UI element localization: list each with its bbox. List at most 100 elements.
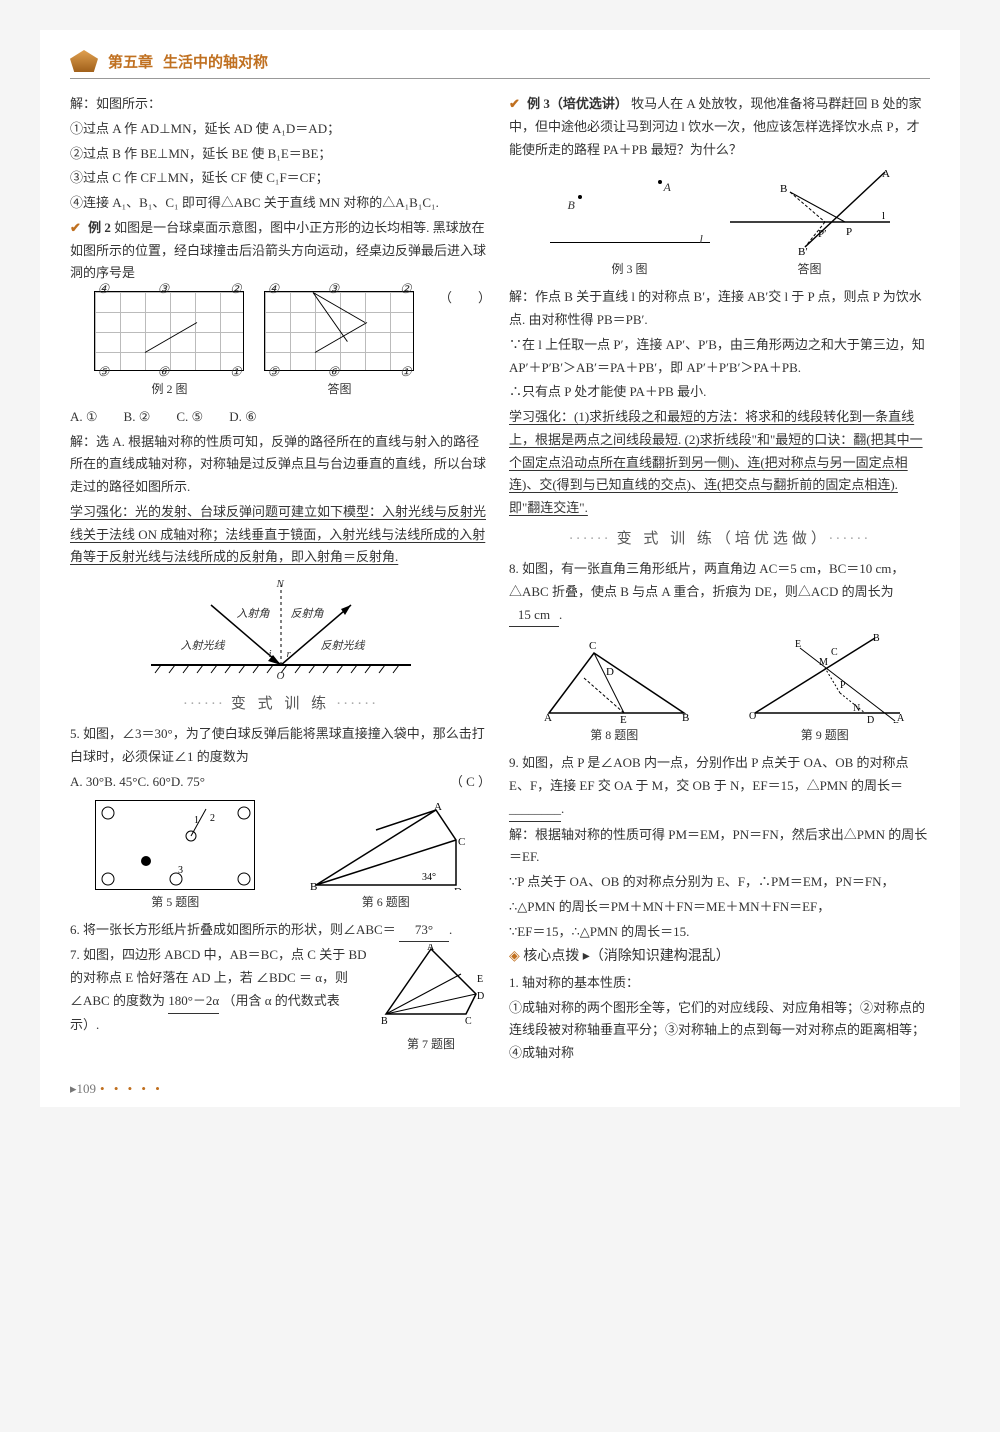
svg-text:D: D	[454, 886, 462, 890]
ex2-label: 例 2	[88, 220, 111, 235]
left-column: 解：如图所示： ①过点 A 作 AD⊥MN，延长 AD 使 A₁D＝AD； ②过…	[70, 91, 491, 1067]
chapter-number: 第五章	[108, 51, 153, 72]
ex3-sol1: 解：作点 B 关于直线 l 的对称点 B′，连接 AB′交 l 于 P 点，则点…	[509, 286, 930, 332]
core-body: ①成轴对称的两个图形全等，它们的对应线段、对应角相等；②对称点的连线段被对称轴垂…	[509, 997, 930, 1065]
q9-blank: ________	[509, 798, 561, 822]
q9-cap: 第 9 题图	[745, 725, 905, 746]
svg-text:A: A	[544, 712, 552, 723]
sol-line-4: ④连接 A₁、B₁、C₁ 即可得△ABC 关于直线 MN 对称的△A₁B₁C₁.	[70, 192, 491, 215]
q6-text: 6. 将一张长方形纸片折叠成如图所示的形状，则∠ABC＝ 73°.	[70, 919, 491, 943]
svg-text:A: A	[434, 801, 442, 813]
sol-line-3: ③过点 C 作 CF⊥MN，延长 CF 使 C₁F＝CF；	[70, 167, 491, 190]
svg-text:34°: 34°	[422, 872, 436, 883]
q6-figure: A C B D 34°	[306, 800, 466, 890]
q9-text: 9. 如图，点 P 是∠AOB 内一点，分别作出 P 点关于 OA、OB 的对称…	[509, 752, 930, 821]
ex3-fig-right: A B P P′ B′ l	[730, 167, 890, 257]
check-icon: ✔	[70, 220, 81, 235]
ex3-sol3: ∴只有点 P 处才能使 PA＋PB 最小.	[509, 381, 930, 404]
ex3-cap1: 例 3 图	[550, 259, 710, 280]
svg-text:3: 3	[178, 865, 183, 876]
svg-text:M: M	[819, 657, 828, 668]
q8-q9-figs: A C B E D 第 8 题图	[509, 633, 930, 746]
ex3-figures: B A l 例 3 图 A	[509, 167, 930, 280]
svg-text:B: B	[381, 1016, 388, 1024]
example-2: ✔ 例 2 如图是一台球桌面示意图，图中小正方形的边长均相等. 黑球放在如图所示…	[70, 217, 491, 285]
svg-text:2: 2	[210, 813, 215, 824]
q9-sol4: ∵EF＝15，∴△PMN 的周长＝15.	[509, 921, 930, 944]
ex3-sol2: ∵在 l 上任取一点 P′，连接 AP′、P′B，由三角形两边之和大于第三边，知…	[509, 334, 930, 380]
q5-q6-figs: 1 2 3 第 5 题图 A C	[70, 800, 491, 913]
q8-figure: A C B E D	[534, 633, 694, 723]
diamond-icon: ◈	[509, 949, 520, 964]
page-number: ▸109• • • • •	[70, 1081, 163, 1097]
ex2-cap1: 例 2 图	[94, 379, 244, 400]
right-column: ✔ 例 3（培优选讲） 牧马人在 A 处放牧，现他准备将马群赶回 B 处的家中，…	[509, 91, 930, 1067]
ex2-grid-right: ④ ③ ② ⑤ ⑥ ①	[264, 291, 414, 371]
svg-text:E: E	[620, 714, 627, 723]
q5-text: 5. 如图，∠3＝30°，为了使白球反弹后能将黑球直接撞入袋中，那么击打白球时，…	[70, 723, 491, 769]
svg-text:1: 1	[194, 815, 199, 826]
svg-text:B: B	[873, 633, 880, 644]
q8-cap: 第 8 题图	[534, 725, 694, 746]
variant-title-1: 变 式 训 练	[70, 691, 491, 717]
svg-text:E: E	[795, 639, 801, 650]
chapter-title: 生活中的轴对称	[163, 51, 268, 72]
svg-text:A: A	[882, 168, 890, 180]
q5-figure: 1 2 3	[95, 800, 255, 890]
ex3-fig-left: B A l	[550, 167, 710, 257]
q7-cap: 第 7 题图	[371, 1034, 491, 1055]
q8-answer: 15 cm	[509, 604, 559, 628]
q5-options: A. 30°B. 45°C. 60°D. 75°	[70, 771, 491, 794]
example-3: ✔ 例 3（培优选讲） 牧马人在 A 处放牧，现他准备将马群赶回 B 处的家中，…	[509, 93, 930, 161]
svg-text:D: D	[867, 715, 874, 723]
svg-text:P: P	[846, 226, 852, 238]
ex2-cap2: 答图	[264, 379, 414, 400]
core-sub: 1. 轴对称的基本性质：	[509, 972, 930, 995]
svg-text:E: E	[477, 974, 483, 985]
q6-cap: 第 6 题图	[306, 892, 466, 913]
strengthen-1: 学习强化：光的发射、台球反弹问题可建立如下模型：入射光线与反射光线关于法线 ON…	[70, 501, 491, 569]
q9-sol2: ∵P 点关于 OA、OB 的对称点分别为 E、F，∴PM＝EM，PN＝FN，	[509, 871, 930, 894]
svg-text:P′: P′	[818, 228, 827, 240]
q9-sol3: ∴△PMN 的周长＝PM＋MN＋FN＝ME＋MN＋FN＝EF，	[509, 896, 930, 919]
svg-text:l: l	[882, 210, 885, 222]
ex2-diagram: ④ ③ ② ⑤ ⑥ ① 例 2 图 ④ ③ ② ⑤	[70, 291, 439, 400]
svg-text:C: C	[458, 836, 465, 848]
svg-text:B: B	[682, 712, 689, 723]
strengthen-2: 学习强化：(1)求折线段之和最短的方法：将求和的线段转化到一条直线上，根据是两点…	[509, 406, 930, 520]
svg-text:B: B	[780, 183, 787, 195]
svg-text:O: O	[749, 711, 756, 722]
ex2-solution: 解：选 A. 根据轴对称的性质可知，反弹的路径所在的直线与射入的路径所在的直线成…	[70, 431, 491, 499]
svg-text:B: B	[310, 881, 317, 890]
sol-line-1: ①过点 A 作 AD⊥MN，延长 AD 使 A₁D＝AD；	[70, 118, 491, 141]
svg-text:N: N	[853, 703, 860, 714]
q8-text: 8. 如图，有一张直角三角形纸片，两直角边 AC＝5 cm，BC＝10 cm，△…	[509, 558, 930, 627]
ex3-cap2: 答图	[730, 259, 890, 280]
core-heading: ◈ 核心点拨 ▸（消除知识建构混乱）	[509, 945, 930, 970]
solution-intro: 解：如图所示：	[70, 93, 491, 116]
cap-icon	[70, 50, 98, 72]
svg-text:F: F	[893, 721, 899, 723]
q6-answer: 73°	[399, 919, 449, 943]
q9-sol1: 解：根据轴对称的性质可得 PM＝EM，PN＝FN，然后求出△PMN 的周长＝EF…	[509, 824, 930, 870]
check-icon: ✔	[509, 96, 520, 111]
svg-text:D: D	[477, 991, 484, 1002]
variant-title-2: 变 式 训 练（培优选做）	[509, 526, 930, 552]
page-header: 第五章 生活中的轴对称	[70, 50, 930, 79]
q7-answer: 180°－2α	[168, 990, 219, 1014]
svg-text:A: A	[427, 944, 435, 953]
svg-text:C: C	[589, 640, 596, 652]
ex2-text: 如图是一台球桌面示意图，图中小正方形的边长均相等. 黑球放在如图所示的位置，经白…	[70, 220, 486, 281]
ex2-options: A. ① B. ② C. ⑤ D. ⑥	[70, 406, 491, 429]
ex3-label: 例 3（培优选讲）	[527, 96, 628, 111]
q5-cap: 第 5 题图	[95, 892, 255, 913]
svg-text:C: C	[465, 1016, 472, 1024]
ex2-grid-left: ④ ③ ② ⑤ ⑥ ①	[94, 291, 244, 371]
svg-text:D: D	[606, 666, 614, 678]
q9-figure: O B A E F M P N D C	[745, 633, 905, 723]
sol-line-2: ②过点 B 作 BE⊥MN，延长 BE 使 B₁E＝BE；	[70, 143, 491, 166]
svg-text:P: P	[840, 680, 846, 691]
q7-figure: A E D B C 第 7 题图	[371, 944, 491, 1034]
svg-text:C: C	[831, 647, 838, 658]
reflection-figure: 入射角 反射角 入射光线 反射光线 i r N O	[151, 575, 411, 685]
